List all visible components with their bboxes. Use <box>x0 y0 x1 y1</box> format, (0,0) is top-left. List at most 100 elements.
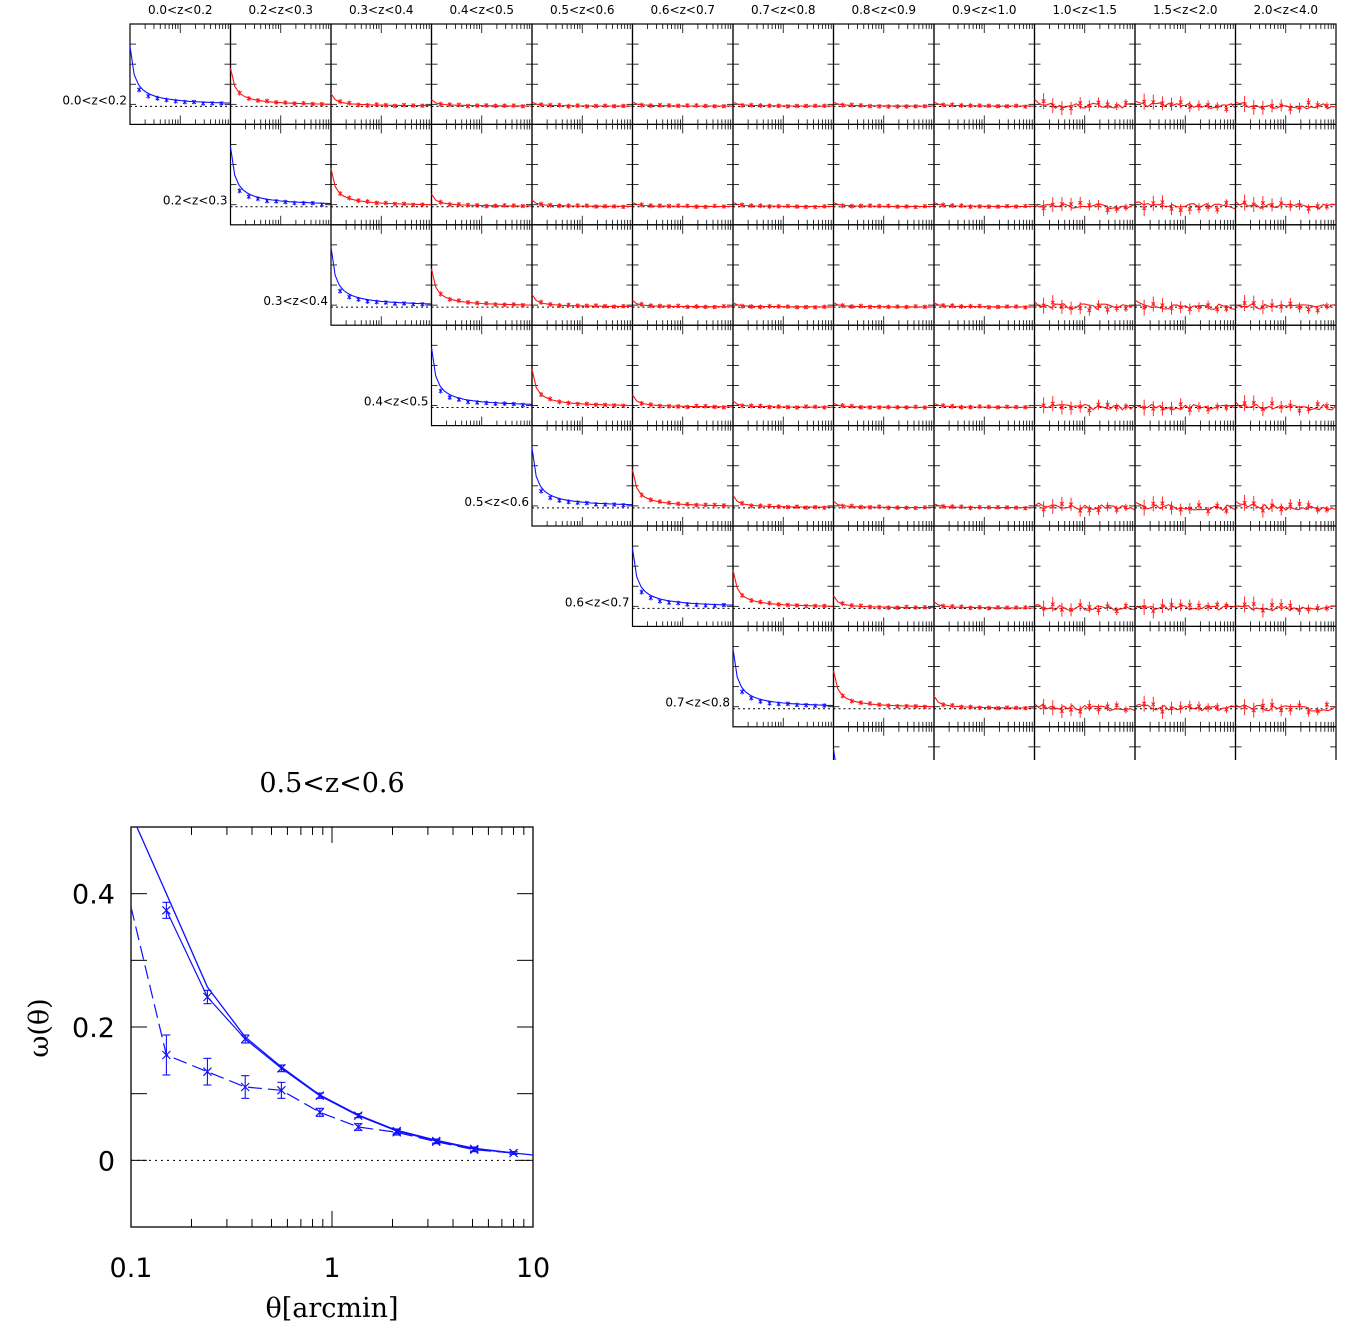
data-point <box>502 401 507 406</box>
panel-frame <box>832 625 935 728</box>
data-point <box>895 104 900 109</box>
data-point <box>922 505 928 510</box>
data-point <box>1050 705 1055 710</box>
data-point <box>639 202 644 207</box>
data-point <box>1114 103 1119 109</box>
column-header-1: 0.2<z<0.3 <box>248 3 313 17</box>
data-point <box>1014 304 1019 309</box>
data-point <box>420 302 425 307</box>
data-point <box>1151 702 1156 707</box>
panel-0-0 <box>129 23 232 126</box>
data-point <box>146 93 151 99</box>
panel-1-11 <box>1234 123 1337 226</box>
panel-frame <box>430 23 533 126</box>
data-point <box>968 505 973 510</box>
data-point <box>447 297 452 302</box>
data-point <box>739 403 745 408</box>
panel-5-6 <box>732 525 835 628</box>
data-point <box>456 298 462 303</box>
data-point <box>1050 202 1055 207</box>
data-point <box>301 101 306 106</box>
data-point <box>1196 103 1202 108</box>
data-point <box>648 103 653 108</box>
data-point <box>767 600 772 606</box>
data-point <box>657 499 663 504</box>
data-point <box>922 704 928 709</box>
model-curve <box>430 268 533 306</box>
data-point <box>1205 705 1211 710</box>
data-point <box>182 99 187 105</box>
data-point <box>639 302 644 307</box>
data-point <box>1224 306 1229 311</box>
data-point <box>1288 707 1293 712</box>
data-point <box>940 702 946 707</box>
data-point <box>1004 605 1010 610</box>
data-point <box>1279 507 1284 512</box>
data-point <box>867 604 873 610</box>
model-curve <box>1134 201 1236 210</box>
data-point <box>886 605 891 610</box>
data-point <box>264 198 270 204</box>
model-curve <box>1134 403 1236 411</box>
data-point <box>913 404 918 409</box>
panel-frame <box>531 23 634 126</box>
data-point <box>858 103 864 108</box>
model-curve <box>1034 301 1136 311</box>
data-point <box>356 297 361 302</box>
data-point <box>566 499 571 505</box>
data-point <box>1068 502 1074 507</box>
data-point <box>1251 601 1256 607</box>
data-point <box>274 199 279 204</box>
data-point <box>465 300 471 305</box>
data-point <box>977 404 982 409</box>
data-point <box>1004 404 1010 409</box>
panel-5-11 <box>1234 525 1337 628</box>
data-point <box>1078 305 1083 311</box>
data-point <box>1096 507 1101 513</box>
data-point <box>1123 603 1129 608</box>
data-point <box>840 203 845 208</box>
panel-3-5 <box>631 324 734 427</box>
data-point <box>822 405 827 410</box>
panel-frame <box>732 123 835 226</box>
data-point <box>1096 203 1101 208</box>
data-point <box>676 203 681 208</box>
data-point <box>959 203 964 208</box>
model-curve <box>732 648 834 707</box>
column-header-4: 0.5<z<0.6 <box>550 3 615 17</box>
data-point <box>1205 407 1211 412</box>
model-curve <box>1034 604 1136 611</box>
data-point <box>1059 708 1065 714</box>
data-point <box>749 103 754 108</box>
model-curve <box>632 201 733 208</box>
model-curve <box>833 402 934 408</box>
panel-frame <box>1234 425 1337 527</box>
column-header-11: 2.0<z<4.0 <box>1253 3 1318 17</box>
panel-0-11 <box>1234 23 1337 126</box>
data-point <box>1279 304 1284 309</box>
panel-1-5 <box>631 123 734 226</box>
data-point <box>566 203 571 208</box>
data-point <box>1242 300 1247 306</box>
data-point <box>648 203 653 208</box>
data-point <box>621 103 626 109</box>
data-point <box>913 304 918 309</box>
data-point <box>968 605 973 611</box>
model-curve <box>632 394 734 408</box>
data-point <box>1123 505 1129 510</box>
data-point <box>548 302 553 307</box>
model-curve <box>531 369 633 407</box>
data-point <box>1059 501 1065 507</box>
data-point <box>575 203 580 208</box>
panel-frame <box>933 425 1036 527</box>
panel-frame <box>229 123 332 226</box>
data-point <box>639 492 644 498</box>
data-point <box>950 604 955 609</box>
data-point <box>968 204 973 209</box>
data-point <box>666 103 672 108</box>
data-point <box>520 104 526 109</box>
data-point <box>392 301 398 306</box>
data-point <box>666 304 672 309</box>
data-point <box>1205 604 1211 609</box>
data-point <box>1123 404 1129 409</box>
